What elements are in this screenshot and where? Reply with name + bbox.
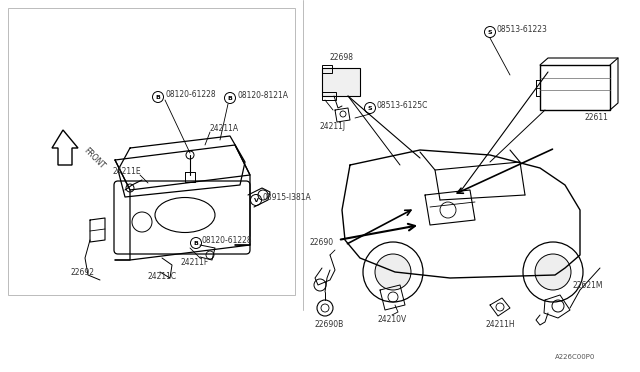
Text: 24211J: 24211J <box>320 122 346 131</box>
Bar <box>322 68 360 96</box>
Circle shape <box>535 254 571 290</box>
Text: 08513-61223: 08513-61223 <box>497 25 548 33</box>
Bar <box>322 92 336 100</box>
Text: 22692: 22692 <box>70 268 94 277</box>
Text: 08915-I381A: 08915-I381A <box>263 192 312 202</box>
Bar <box>322 65 332 73</box>
Circle shape <box>375 254 411 290</box>
Text: 08120-61228: 08120-61228 <box>202 235 253 244</box>
Text: 24210V: 24210V <box>378 315 407 324</box>
Text: 24211A: 24211A <box>210 124 239 132</box>
Text: 24211E: 24211E <box>112 167 141 176</box>
Text: 08120-8121A: 08120-8121A <box>237 90 288 99</box>
Bar <box>8 8 295 295</box>
Text: B: B <box>228 96 232 100</box>
Text: 22621M: 22621M <box>573 280 604 289</box>
Text: A226C00P0: A226C00P0 <box>555 354 595 360</box>
Text: V: V <box>253 198 259 202</box>
Text: 22698: 22698 <box>330 52 354 61</box>
Text: 22690: 22690 <box>310 237 334 247</box>
Text: 22611: 22611 <box>585 113 609 122</box>
Text: 08120-61228: 08120-61228 <box>166 90 216 99</box>
Text: 24211C: 24211C <box>148 272 177 281</box>
Text: FRONT: FRONT <box>82 145 107 170</box>
Text: 24211F: 24211F <box>181 258 209 267</box>
Text: S: S <box>488 29 492 35</box>
Text: B: B <box>156 94 161 99</box>
Text: S: S <box>368 106 372 110</box>
Text: 24211H: 24211H <box>486 320 516 329</box>
Text: B: B <box>193 241 198 246</box>
Text: 08513-6125C: 08513-6125C <box>377 100 428 109</box>
Text: 22690B: 22690B <box>315 320 344 329</box>
